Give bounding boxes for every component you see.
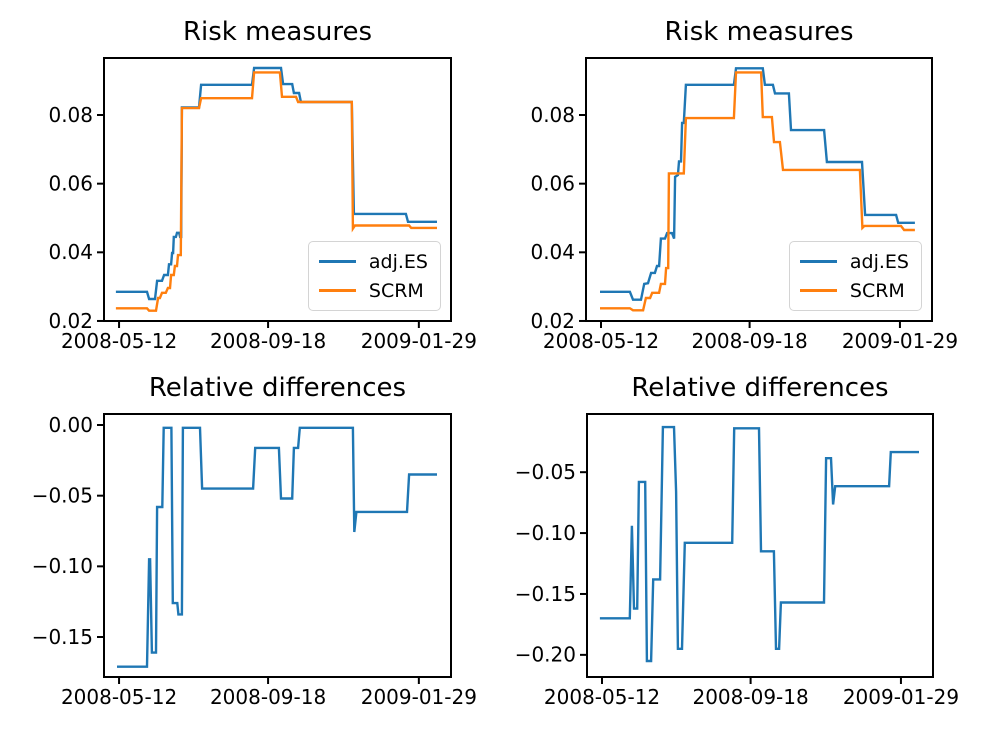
svg-text:2008-09-18: 2008-09-18: [692, 685, 808, 709]
svg-text:−0.10: −0.10: [515, 521, 576, 545]
svg-text:0.06: 0.06: [530, 171, 575, 195]
plot-title: Risk measures: [664, 17, 854, 47]
svg-text:−0.20: −0.20: [515, 643, 576, 667]
legend-line-swatch-blue: [799, 259, 837, 264]
svg-text:−0.15: −0.15: [32, 625, 93, 649]
svg-text:−0.15: −0.15: [515, 582, 576, 606]
svg-text:2008-05-12: 2008-05-12: [61, 685, 177, 709]
legend-label: adj.ES: [849, 250, 909, 273]
svg-text:2009-01-29: 2009-01-29: [361, 329, 477, 353]
legend: adj.ES SCRM: [307, 241, 441, 311]
svg-text:−0.10: −0.10: [32, 554, 93, 578]
legend-label: adj.ES: [368, 250, 428, 273]
svg-text:0.04: 0.04: [530, 240, 575, 264]
legend-line-swatch-orange: [318, 288, 356, 293]
legend: adj.ES SCRM: [788, 241, 922, 311]
legend-label: SCRM: [368, 279, 424, 302]
legend-line-swatch-blue: [318, 259, 356, 264]
svg-text:2009-01-29: 2009-01-29: [842, 329, 958, 353]
plot-area: 2008-05-12 2008-09-18 2009-01-29 0.02 0.04 0.…: [48, 57, 477, 353]
legend-item-adj-es: adj.ES: [799, 249, 909, 274]
svg-text:0.02: 0.02: [48, 309, 93, 333]
svg-text:0.06: 0.06: [48, 171, 93, 195]
svg-text:2009-01-29: 2009-01-29: [361, 685, 477, 709]
legend-item-scrm: SCRM: [318, 278, 428, 303]
svg-text:2008-09-18: 2008-09-18: [210, 685, 326, 709]
svg-text:0.08: 0.08: [48, 103, 93, 127]
plot-area: 2008-05-12 2008-09-18 2009-01-29 0.00 −0.05 −…: [32, 413, 477, 709]
subplot-relative-differences-right: Relative differences 2008-05-12 2008-09-1…: [515, 373, 959, 709]
svg-text:0.08: 0.08: [530, 103, 575, 127]
svg-text:−0.05: −0.05: [515, 460, 576, 484]
svg-text:2008-05-12: 2008-05-12: [543, 329, 659, 353]
svg-text:2008-05-12: 2008-05-12: [61, 329, 177, 353]
subplot-risk-measures-left: Risk measures 2008-05-12 2008-09-18 2009-0…: [48, 17, 477, 353]
svg-text:0.04: 0.04: [48, 240, 93, 264]
svg-text:0.00: 0.00: [48, 413, 93, 437]
legend-label: SCRM: [849, 279, 905, 302]
subplot-risk-measures-right: Risk measures 2008-05-12 2008-09-18 2009-0…: [530, 17, 958, 353]
svg-text:2008-09-18: 2008-09-18: [691, 329, 807, 353]
legend-item-scrm: SCRM: [799, 278, 909, 303]
plot-area: 2008-05-12 2008-09-18 2009-01-29 −0.05 −0.10…: [515, 413, 959, 709]
svg-text:2008-09-18: 2008-09-18: [210, 329, 326, 353]
subplot-relative-differences-left: Relative differences 2008-05-12 2008-09-1…: [32, 373, 477, 709]
plot-title: Relative differences: [631, 373, 889, 403]
plot-area: 2008-05-12 2008-09-18 2009-01-29 0.02 0.04 0.…: [530, 57, 958, 353]
legend-line-swatch-orange: [799, 288, 837, 293]
svg-text:−0.05: −0.05: [32, 483, 93, 507]
plot-title: Relative differences: [148, 373, 407, 403]
legend-item-adj-es: adj.ES: [318, 249, 428, 274]
svg-text:2009-01-29: 2009-01-29: [843, 685, 959, 709]
svg-text:0.02: 0.02: [530, 309, 575, 333]
plot-title: Risk measures: [182, 17, 373, 47]
svg-text:2008-05-12: 2008-05-12: [544, 685, 660, 709]
